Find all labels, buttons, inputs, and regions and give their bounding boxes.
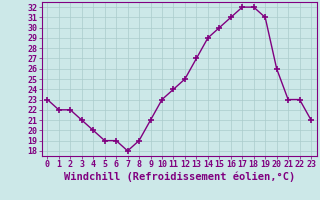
X-axis label: Windchill (Refroidissement éolien,°C): Windchill (Refroidissement éolien,°C) (64, 172, 295, 182)
